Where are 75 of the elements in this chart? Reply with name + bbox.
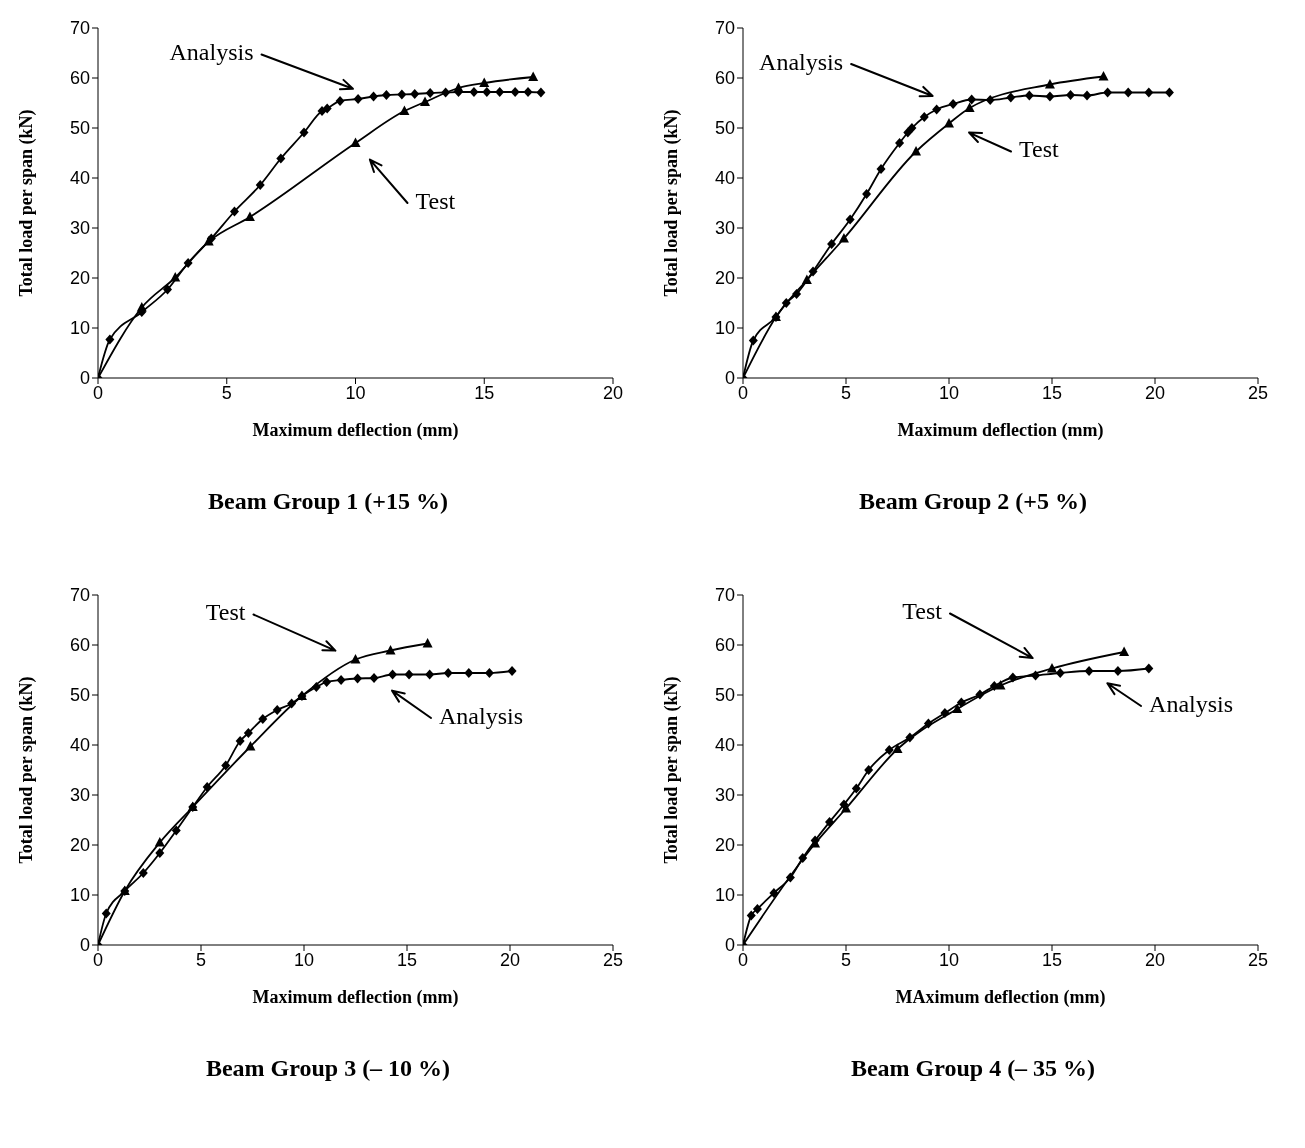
- text: Analysis: [759, 48, 844, 75]
- x-axis-title: Maximum deflection (mm): [897, 420, 1104, 441]
- text: Test: [415, 187, 456, 214]
- y-axis-title: Total load per span (kN): [661, 676, 683, 864]
- y-tick-label: 30: [714, 785, 735, 806]
- y-tick-label: 10: [69, 885, 90, 906]
- y-tick-label: 20: [714, 268, 735, 289]
- y-tick-label: 50: [69, 685, 90, 706]
- legend-label: Analysis: [439, 702, 524, 729]
- x-tick-label: 20: [1144, 382, 1166, 403]
- x-tick-label: 15: [396, 949, 418, 970]
- x-tick-label: 15: [474, 382, 495, 403]
- y-tick-label: 30: [714, 218, 735, 239]
- y-tick-label: 40: [69, 735, 90, 756]
- x-tick-label: 20: [1144, 949, 1166, 970]
- y-tick-label: 0: [79, 368, 90, 389]
- legend-label: Test: [1019, 136, 1059, 163]
- x-tick-label: 25: [1247, 382, 1269, 403]
- x-tick-label: 10: [345, 382, 366, 403]
- x-tick-label: 15: [1041, 949, 1063, 970]
- text: Beam Group 2 (+5 %): [858, 488, 1088, 515]
- x-tick-label: 25: [1247, 949, 1269, 970]
- y-tick-label: 70: [69, 18, 90, 39]
- y-tick-label: 50: [714, 118, 735, 139]
- y-axis-title: Total load per span (kN): [16, 109, 38, 297]
- x-tick-label: 5: [840, 949, 852, 970]
- x-tick-label: 0: [92, 382, 104, 403]
- text: Analysis: [169, 39, 254, 66]
- y-tick-label: 50: [714, 685, 735, 706]
- x-tick-label: 25: [602, 949, 624, 970]
- text: Test: [902, 598, 943, 625]
- text: Beam Group 4 (– 35 %): [849, 1055, 1097, 1082]
- text: Test: [205, 599, 246, 626]
- y-tick-label: 40: [69, 168, 90, 189]
- x-tick-label: 0: [737, 949, 749, 970]
- y-tick-label: 0: [724, 368, 735, 389]
- x-tick-label: 5: [221, 382, 232, 403]
- x-tick-label: 20: [499, 949, 521, 970]
- x-tick-label: 0: [737, 382, 749, 403]
- y-tick-label: 60: [69, 68, 90, 89]
- y-tick-label: 70: [714, 18, 735, 39]
- y-tick-label: 40: [714, 168, 735, 189]
- x-tick-label: 0: [92, 949, 104, 970]
- x-tick-label: 10: [293, 949, 315, 970]
- y-tick-label: 20: [69, 268, 90, 289]
- x-axis-title: MAximum deflection (mm): [895, 987, 1106, 1008]
- y-tick-label: 10: [714, 318, 735, 339]
- y-axis-title: Total load per span (kN): [661, 109, 683, 297]
- x-tick-label: 15: [1041, 382, 1063, 403]
- y-tick-label: 70: [714, 585, 735, 606]
- x-axis-title: Maximum deflection (mm): [252, 420, 459, 441]
- y-tick-label: 30: [69, 218, 90, 239]
- text: Beam Group 1 (+15 %): [207, 488, 449, 515]
- y-tick-label: 0: [79, 935, 90, 956]
- y-tick-label: 60: [714, 635, 735, 656]
- x-tick-label: 5: [840, 382, 852, 403]
- y-tick-label: 10: [69, 318, 90, 339]
- y-tick-label: 60: [714, 68, 735, 89]
- y-tick-label: 0: [724, 935, 735, 956]
- y-tick-label: 30: [69, 785, 90, 806]
- y-tick-label: 20: [69, 835, 90, 856]
- y-tick-label: 20: [714, 835, 735, 856]
- y-tick-label: 50: [69, 118, 90, 139]
- x-axis-title: Maximum deflection (mm): [252, 987, 459, 1008]
- y-axis-title: Total load per span (kN): [16, 676, 38, 864]
- legend-label: Analysis: [1149, 690, 1234, 717]
- y-tick-label: 70: [69, 585, 90, 606]
- y-tick-label: 40: [714, 735, 735, 756]
- y-tick-label: 60: [69, 635, 90, 656]
- y-tick-label: 10: [714, 885, 735, 906]
- x-tick-label: 10: [938, 949, 960, 970]
- text: Beam Group 3 (– 10 %): [204, 1055, 452, 1082]
- x-tick-label: 20: [602, 382, 624, 403]
- x-tick-label: 5: [195, 949, 207, 970]
- x-tick-label: 10: [938, 382, 960, 403]
